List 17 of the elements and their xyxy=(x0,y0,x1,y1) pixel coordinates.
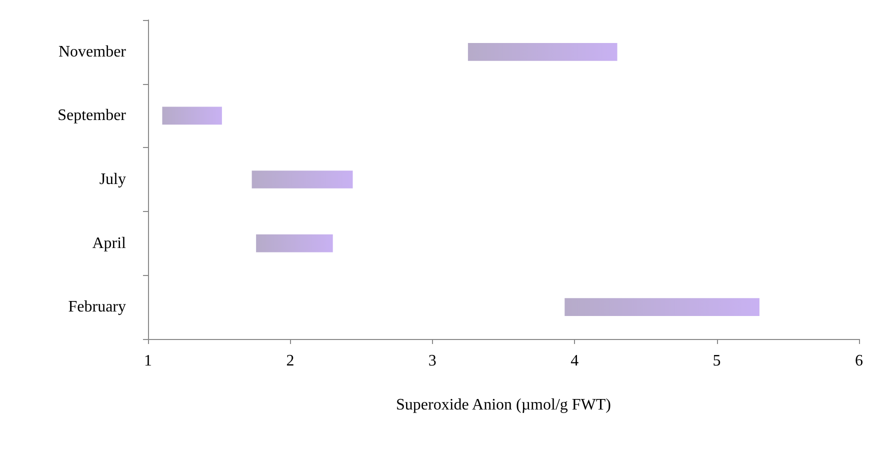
x-tick-label: 2 xyxy=(286,352,294,370)
x-tick-label: 4 xyxy=(570,352,579,370)
y-tick-label: April xyxy=(92,234,127,252)
x-tick-label: 6 xyxy=(855,352,863,370)
bar xyxy=(256,234,333,252)
y-tick-label: July xyxy=(99,171,126,188)
y-tick-label: September xyxy=(58,107,127,124)
x-tick-label: 1 xyxy=(144,352,152,370)
y-tick-label: November xyxy=(58,43,127,60)
x-tick-label: 3 xyxy=(428,352,436,370)
y-tick-label: February xyxy=(68,298,126,316)
x-tick-label: 5 xyxy=(712,352,721,370)
bar xyxy=(564,298,760,316)
bar xyxy=(252,170,353,188)
bar xyxy=(468,42,618,61)
x-axis-title: Superoxide Anion (µmol/g FWT) xyxy=(396,396,611,414)
bar xyxy=(162,106,222,125)
